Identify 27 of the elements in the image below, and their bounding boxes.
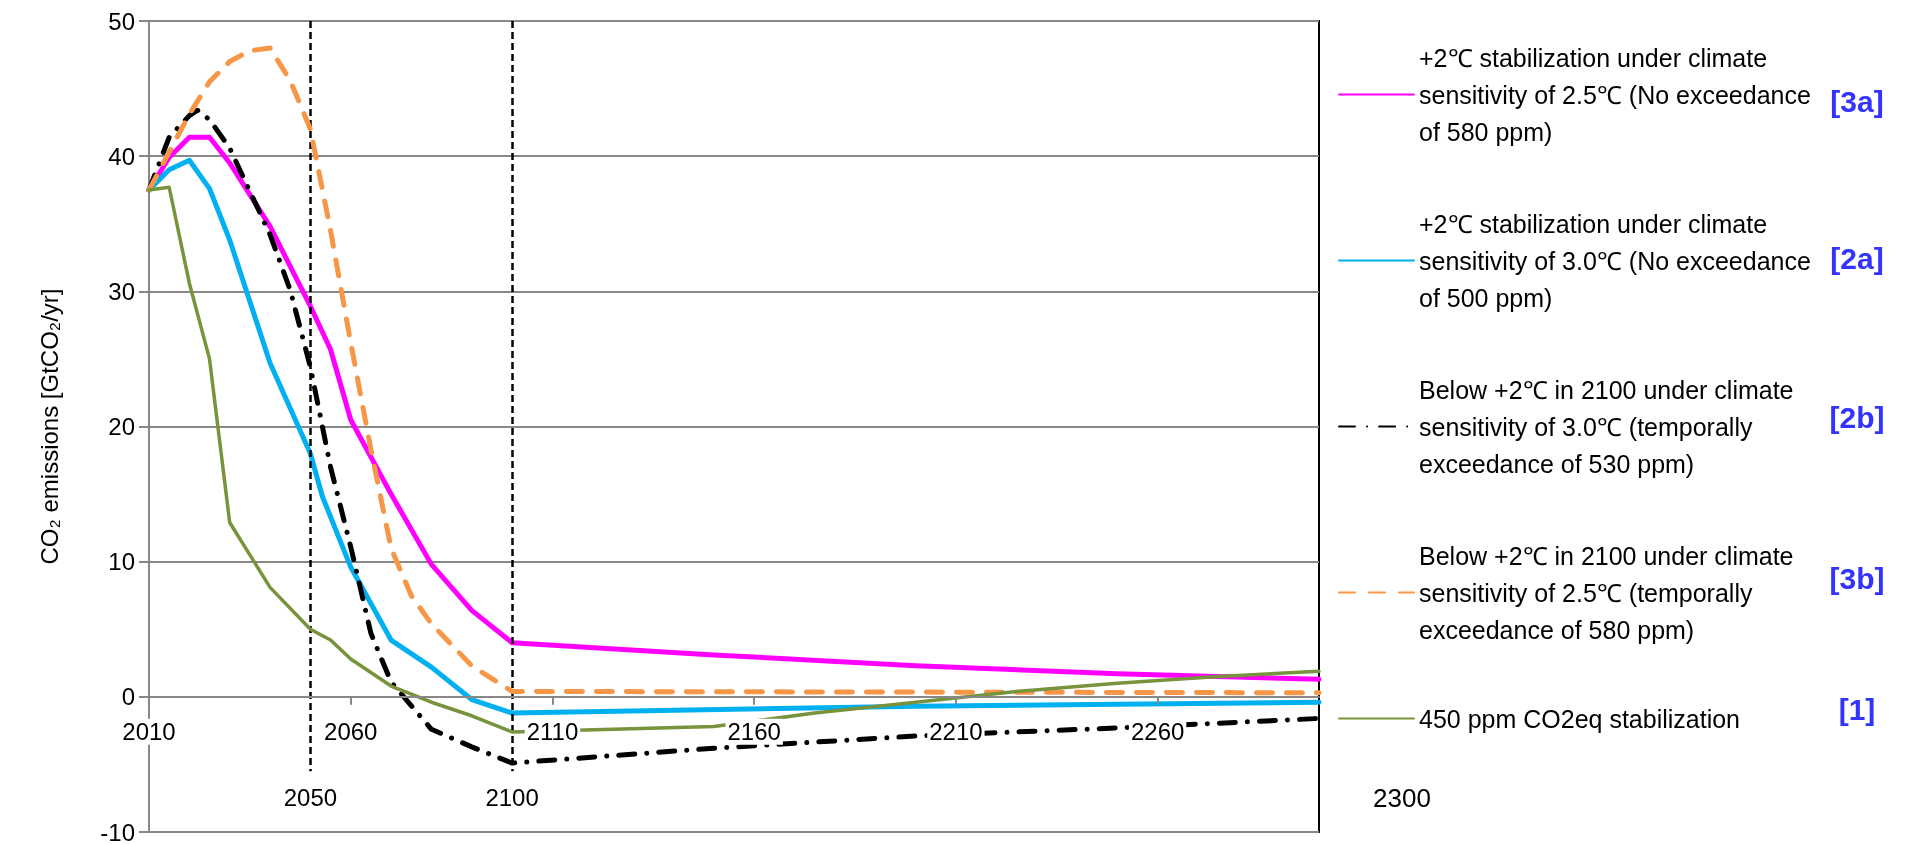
y-tick-label: 30 [108,277,135,305]
y-tick-label: 50 [108,7,135,35]
legend-label: +2℃ stabilization under climate sensitivity of 3.0℃ (No exceedance of 500 ppm) [1419,209,1818,312]
x-tick-label: 2110 [526,718,579,746]
y-tick-label: 0 [121,683,135,711]
x-tick-label: 2160 [727,718,781,746]
legend-label: +2℃ stabilization under climate sensitivity of 2.5℃ (No exceedance of 580 ppm) [1419,43,1818,146]
y-tick-label: 40 [108,142,135,170]
y-tick-label: 20 [108,413,135,440]
text: [3a] [1830,84,1884,118]
x-tick-label: 2010 [122,718,176,746]
y-tick-label: -10 [100,818,135,845]
text: [3b] [1829,561,1885,595]
y-tick-label: 10 [108,548,135,576]
x-tick-label: 2260 [1130,718,1185,746]
legend-label: Below +2℃ in 2100 under climate sensitivity of 3.0℃ (temporally exceedance of 530 ppm) [1419,375,1801,478]
text: [2b] [1829,400,1885,434]
text: [1] [1838,692,1876,726]
x-tick-label: 2060 [324,718,378,746]
y-axis-title: CO₂ emissions [GtCO₂/yr] [35,288,63,565]
ref-line-label: 2100 [485,783,539,811]
ref-line-label: 2050 [283,783,338,811]
legend-label: Below +2℃ in 2100 under climate sensitivity of 2.5℃ (temporally exceedance of 580 ppm) [1419,541,1801,644]
x-tick-label: 2210 [929,718,983,746]
text: 2300 [1373,783,1431,813]
legend-label: 450 ppm CO2eq stabilization [1419,704,1741,733]
text: [2a] [1830,241,1884,275]
